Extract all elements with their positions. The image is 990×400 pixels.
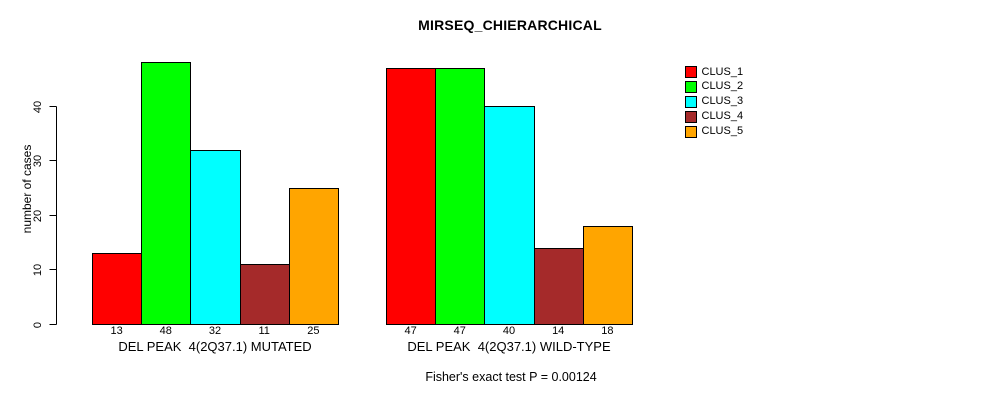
y-tick-label: 40: [32, 100, 44, 113]
bar-clus-1-group-2: [386, 68, 436, 325]
bar-clus-5-group-1: [289, 188, 339, 325]
legend-swatch-clus-4: [685, 110, 697, 123]
x-group-label: DEL PEAK 4(2Q37.1) MUTATED: [118, 339, 312, 354]
bar-value-label: 47: [453, 325, 466, 337]
y-tick-label: 30: [32, 154, 44, 167]
legend-swatch-clus-1: [685, 66, 697, 78]
y-tick-label: 10: [32, 263, 44, 276]
bar-clus-3-group-2: [484, 106, 535, 325]
legend-label: CLUS_5: [701, 125, 744, 138]
bar-value-label: 25: [307, 325, 320, 337]
bar-clus-3-group-1: [190, 150, 241, 325]
bar-clus-4-group-1: [240, 264, 290, 325]
bar-value-label: 47: [404, 325, 417, 337]
bar-clus-2-group-1: [141, 62, 191, 325]
bar-clus-4-group-2: [534, 248, 584, 325]
bar-value-label: 40: [502, 325, 516, 337]
bar-clus-5-group-2: [583, 226, 633, 325]
bar-value-label: 11: [258, 325, 270, 337]
y-tick-label: 20: [32, 209, 44, 222]
chart-title: MIRSEQ_CHIERARCHICAL: [418, 17, 602, 33]
bar-value-label: 32: [208, 325, 222, 337]
legend-label: CLUS_1: [701, 65, 744, 78]
legend-swatch-clus-3: [685, 95, 697, 108]
legend-label: CLUS_4: [701, 110, 744, 123]
bar-value-label: 14: [552, 325, 565, 337]
legend-swatch-clus-5: [685, 125, 697, 138]
bar-value-label: 18: [601, 325, 614, 337]
legend-label: CLUS_2: [701, 80, 744, 93]
legend-swatch-clus-2: [685, 80, 697, 93]
legend-label: CLUS_3: [701, 95, 744, 108]
bar-value-label: 48: [159, 325, 172, 337]
bar-value-label: 13: [110, 325, 123, 337]
bar-clus-1-group-1: [92, 253, 142, 325]
annotation-text: Fisher's exact test P = 0.00124: [425, 370, 597, 384]
y-tick-label: 0: [32, 321, 44, 328]
bar-clus-2-group-2: [435, 68, 485, 325]
x-group-label: DEL PEAK 4(2Q37.1) WILD-TYPE: [407, 339, 611, 354]
